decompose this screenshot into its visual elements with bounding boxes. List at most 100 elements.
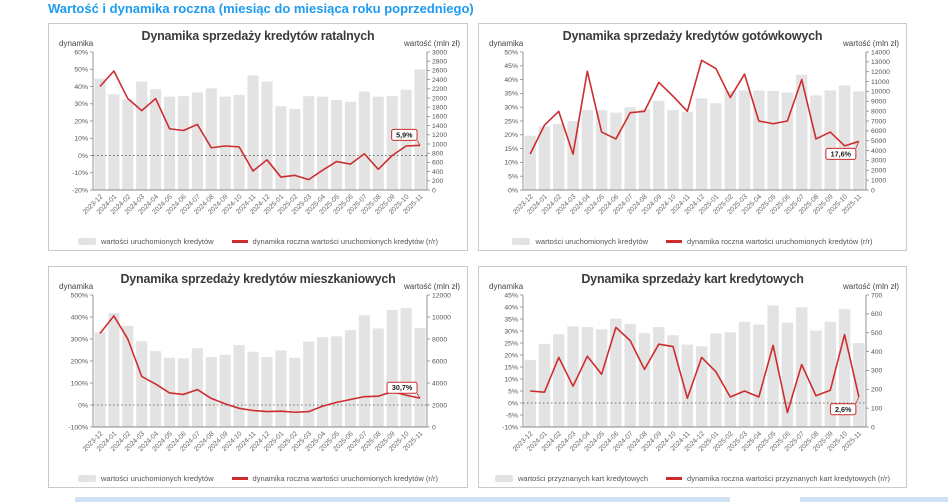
bar [610,112,622,190]
left-tick-label: -100% [68,424,88,431]
right-tick-label: 6000 [432,358,447,365]
right-axis-title: wartość (mln zł) [403,39,460,48]
bar [163,96,176,190]
left-tick-label: 30% [504,105,518,112]
bar [122,99,134,190]
bar [524,135,536,190]
right-tick-label: 100 [871,405,883,412]
legend-label: dynamika roczna wartości przyznanych kar… [687,473,891,483]
line-swatch-icon [231,239,248,243]
right-tick-label: 1600 [432,114,447,121]
left-axis-title: dynamika [489,282,524,291]
right-tick-label: 0 [871,424,875,431]
chart-header: dynamika Dynamika sprzedaży kredytów got… [479,24,906,48]
bar [738,90,751,190]
bar [191,92,203,190]
right-tick-label: 400 [432,169,444,176]
bar [303,341,315,427]
chart-title: Dynamika sprzedaży kredytów mieszkaniowy… [120,272,396,286]
page-title: Wartość i dynamika roczna (miesiąc do mi… [48,1,474,16]
bar [538,343,551,427]
bar [810,330,822,427]
line-swatch-icon [666,239,683,243]
right-tick-label: 600 [871,311,883,318]
bar [681,344,694,427]
bar [653,327,665,427]
right-tick-label: 2200 [432,86,447,93]
legend-item: dynamika roczna wartości uruchomionych k… [231,473,439,483]
next-section-edge [75,497,730,502]
bar [233,94,245,190]
left-tick-label: 35% [504,316,518,323]
bar [275,106,287,190]
chart-legend: wartości uruchomionych kredytów dynamika… [479,232,906,250]
bar [177,358,190,427]
right-tick-label: 1400 [432,123,447,130]
end-label-pointer [855,396,860,404]
bar [824,321,836,427]
end-label-box [386,381,418,394]
bar [150,89,162,190]
bar [303,96,315,190]
left-tick-label: -20% [72,187,88,194]
chart-plot: 60% 50% 40% 30% 20% 10% 0% -10% -20% 3000 2800 2600… [72,49,447,216]
bar-swatch-icon [77,237,96,245]
left-tick-label: 5% [508,174,518,181]
right-tick-label: 11000 [871,79,890,86]
chart-header: dynamika Dynamika sprzedaży kredytów rat… [49,24,467,48]
bar [275,350,287,427]
bar [595,329,608,427]
bar [247,351,259,427]
bar [753,324,765,427]
bar [524,359,536,427]
right-tick-label: 12000 [871,69,890,76]
dynamics-line [530,326,860,414]
bar [538,126,551,190]
right-tick-label: 14000 [871,49,890,56]
legend-item: wartości uruchomionych kredytów [77,474,214,483]
bar [330,99,343,190]
bar [567,121,579,190]
dynamics-line [529,59,860,155]
bar [724,332,736,427]
bar [638,109,651,190]
legend-label: dynamika roczna wartości uruchomionych k… [252,473,439,483]
bar [233,345,245,427]
bar [261,357,273,427]
legend-label: wartości uruchomionych kredytów [535,236,649,246]
right-tick-label: 10000 [871,89,890,96]
right-tick-label: 200 [432,178,444,185]
bar [567,326,579,427]
right-tick-label: 3000 [871,158,886,165]
bar [261,81,273,190]
bar-swatch-icon [494,474,513,482]
bar [289,357,301,427]
bar [710,103,722,190]
end-label-pointer [416,140,421,146]
bar [781,92,794,190]
right-tick-label: 8000 [432,336,447,343]
bar [738,321,751,427]
legend-label: dynamika roczna wartości uruchomionych k… [252,236,439,246]
chart-plot: 45% 40% 35% 30% 25% 20% 15% 10% 5% 0% -5% -10% 700 60… [502,292,883,453]
bar [219,354,231,427]
bar [358,91,370,190]
bar [853,343,865,427]
right-axis-title: wartość (mln zł) [403,282,460,291]
bar-swatch-icon [77,474,96,482]
left-tick-label: 300% [71,336,88,343]
left-tick-label: 30% [504,328,518,335]
bar [219,96,231,190]
left-axis-title: dynamika [59,39,94,48]
right-tick-label: 8000 [871,108,886,115]
right-tick-label: 10000 [432,314,451,321]
bar [191,348,203,427]
right-axis-title: wartość (mln zł) [842,282,899,291]
right-tick-label: 700 [871,292,883,299]
right-tick-label: 1000 [871,177,886,184]
bar [581,110,594,190]
bar [695,346,708,427]
chart-legend: wartości uruchomionych kredytów dynamika… [49,232,467,250]
right-tick-label: 4000 [432,380,447,387]
left-tick-label: 10% [504,160,518,167]
